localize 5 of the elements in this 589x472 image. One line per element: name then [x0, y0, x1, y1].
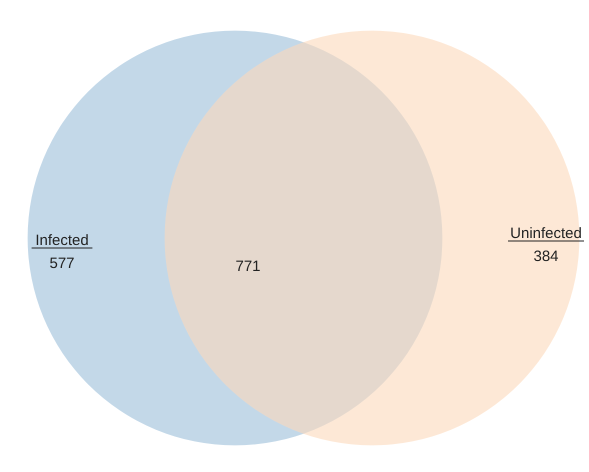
category-label: Infected: [35, 232, 89, 249]
data-label: 771: [235, 258, 261, 275]
data-label: 577: [49, 255, 75, 272]
data-label: 384: [533, 248, 559, 265]
category-label: Uninfected: [510, 225, 582, 242]
